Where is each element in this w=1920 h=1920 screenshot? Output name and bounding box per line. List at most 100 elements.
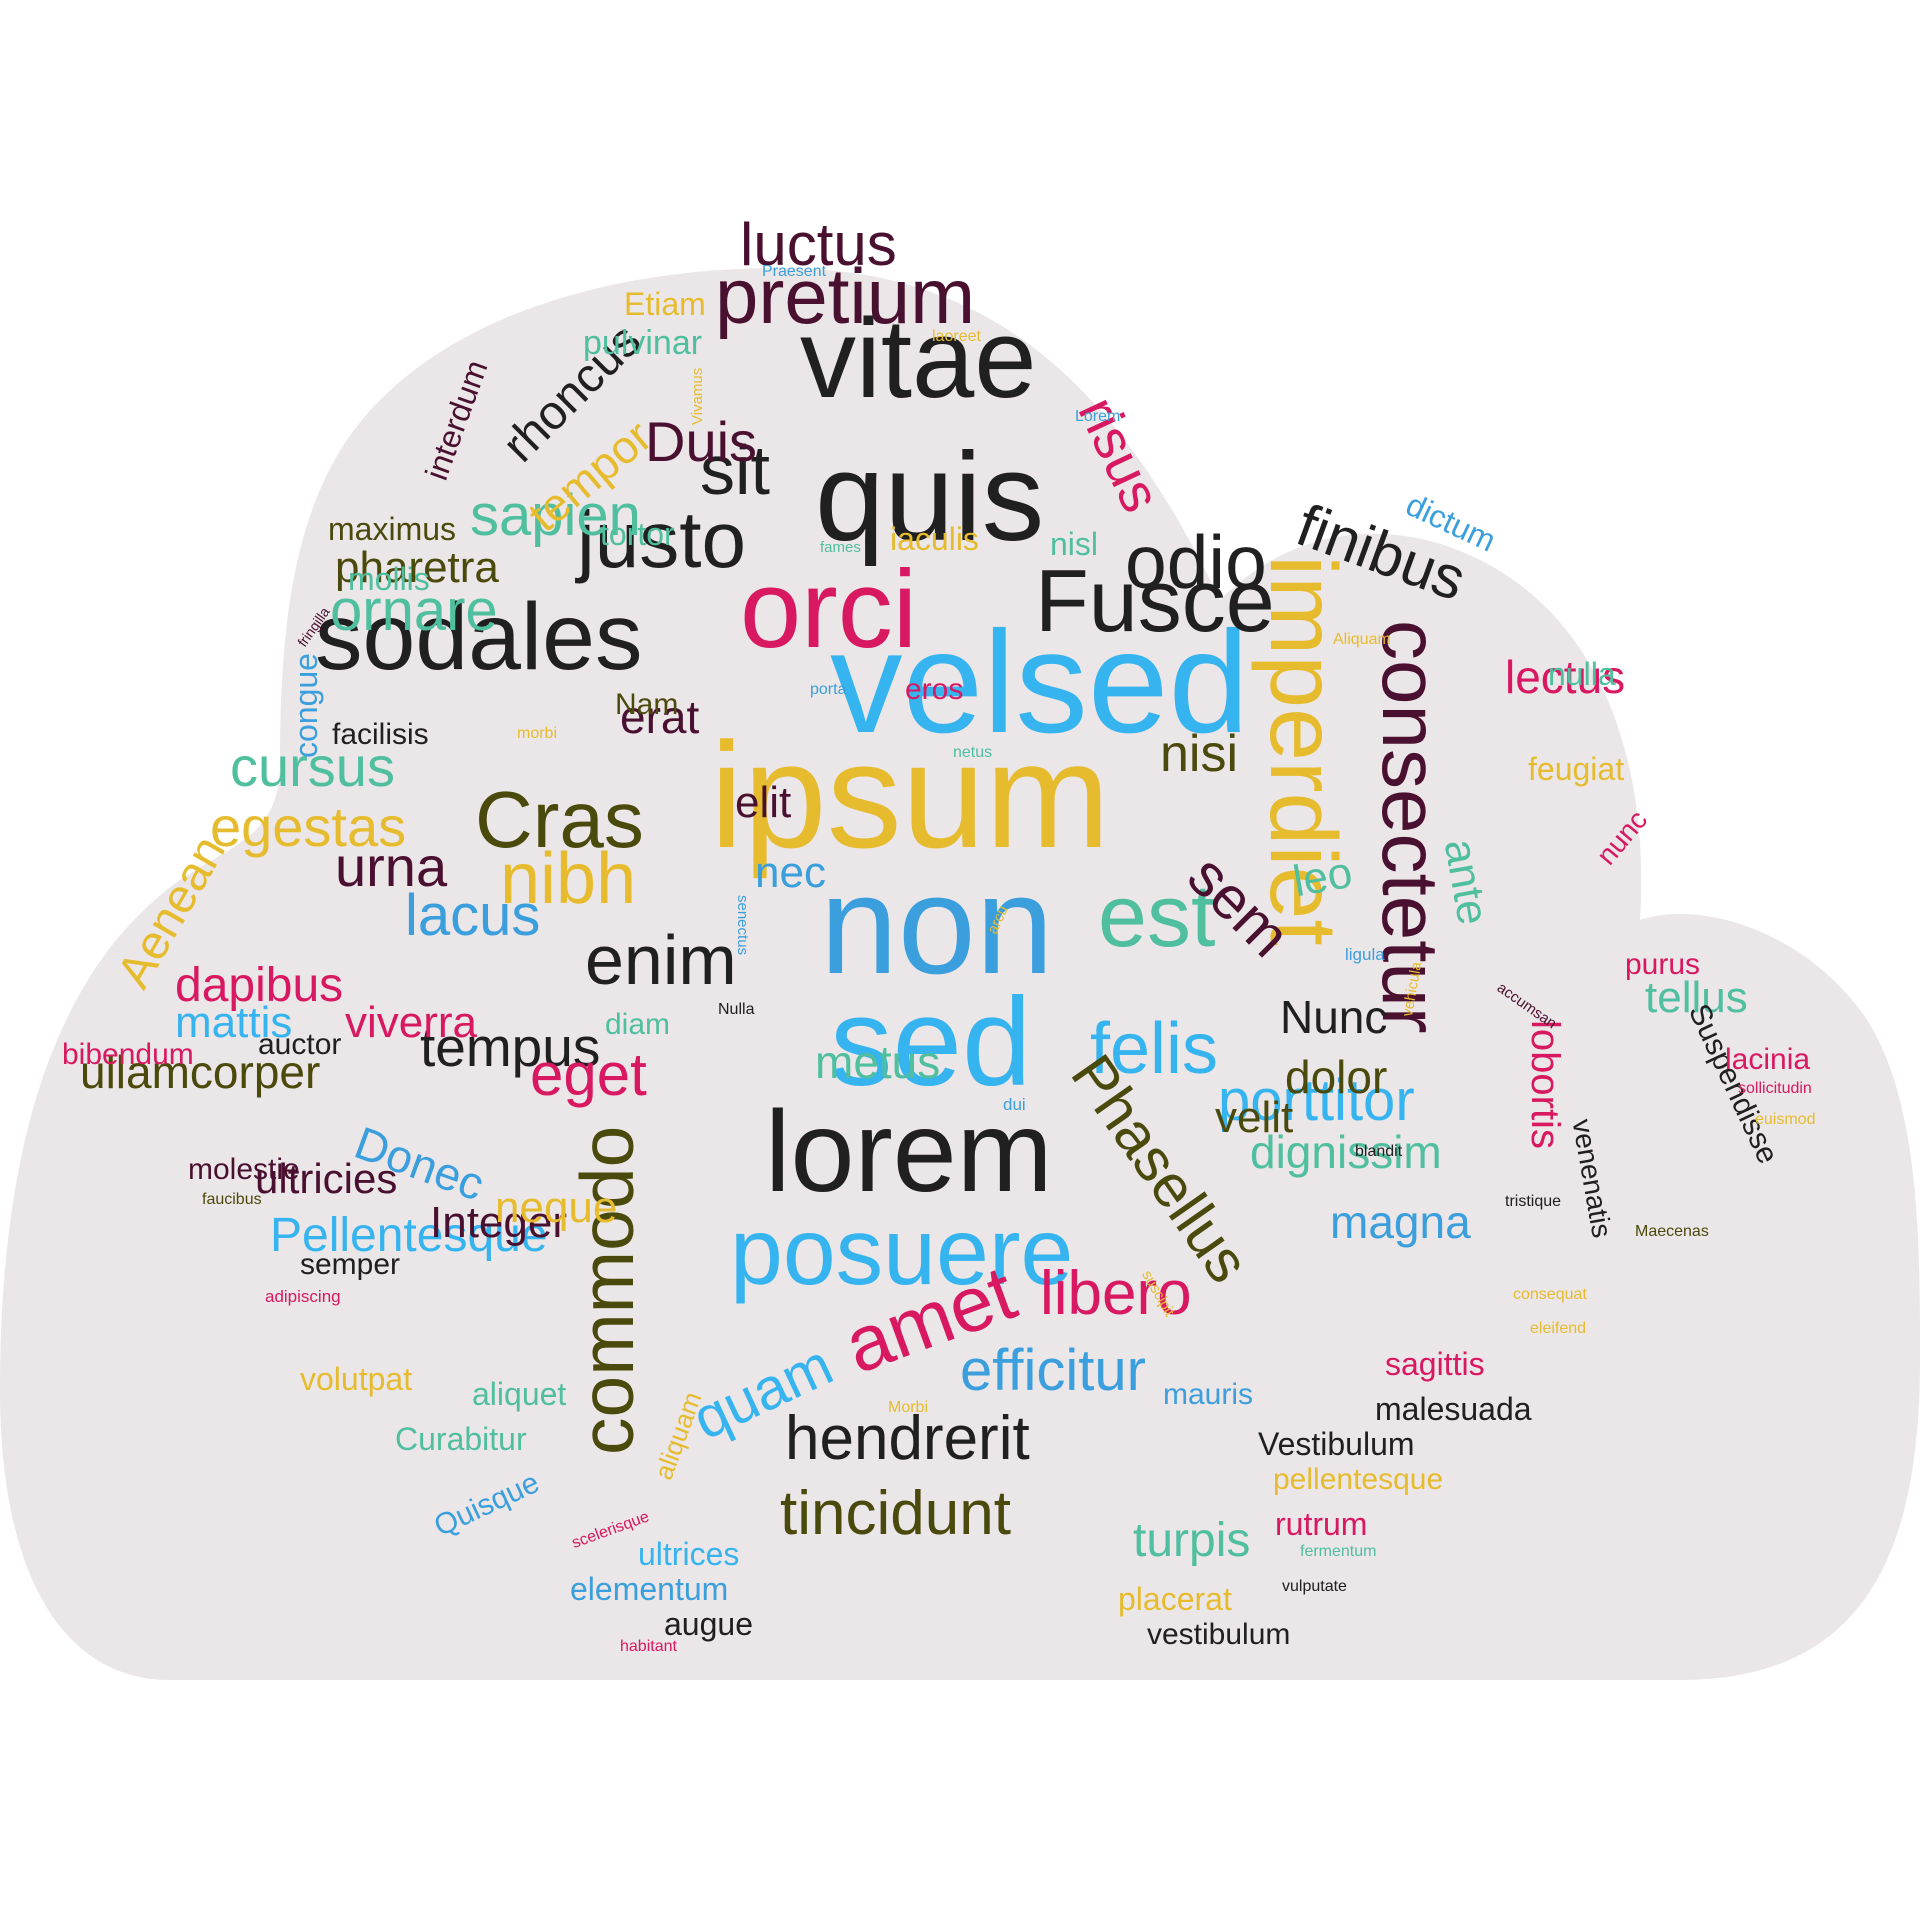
word-vulputate: vulputate <box>1282 1578 1347 1595</box>
word-mauris: mauris <box>1163 1378 1254 1411</box>
word-lectus: lectus <box>1505 651 1626 703</box>
word-cursus: cursus <box>230 735 395 798</box>
word-mollis: mollis <box>348 561 430 597</box>
word-sagittis: sagittis <box>1385 1346 1485 1382</box>
word-sed: sed <box>830 973 1032 1112</box>
word-felis: felis <box>1090 1009 1219 1089</box>
word-lacinia: lacinia <box>1725 1043 1811 1076</box>
word-sodales: sodales <box>315 584 643 690</box>
word-senectus: senectus <box>734 895 751 956</box>
word-nam: Nam <box>615 688 679 721</box>
word-venenatis: venenatis <box>1566 1116 1618 1241</box>
word-dignissim: dignissim <box>1250 1126 1442 1178</box>
word-lorem: lorem <box>765 1088 1053 1216</box>
word-leo: leo <box>1289 847 1356 907</box>
word-velsed: velsed <box>830 601 1250 763</box>
word-nibh: nibh <box>500 839 637 919</box>
word-faucibus: faucibus <box>202 1191 262 1208</box>
word-egestas: egestas <box>210 795 407 858</box>
word-posuere: posuere <box>730 1199 1074 1305</box>
word-libero: libero <box>1040 1259 1192 1328</box>
word-maecenas: Maecenas <box>1635 1223 1709 1240</box>
word-aliquam: Aliquam <box>1333 631 1391 648</box>
word-justo: justo <box>577 495 746 584</box>
word-etiam: Etiam <box>624 286 706 322</box>
word-tellus: tellus <box>1645 973 1748 1022</box>
word-curabitur: Curabitur <box>395 1421 527 1457</box>
word-semper: semper <box>300 1248 401 1281</box>
word-erat: erat <box>620 691 700 743</box>
word-consequat: consequat <box>1513 1286 1587 1303</box>
word-adipiscing: adipiscing <box>265 1287 341 1306</box>
word-viverra: viverra <box>345 998 478 1047</box>
word-elementum: elementum <box>570 1571 729 1607</box>
word-mattis: mattis <box>175 998 293 1047</box>
word-ultrices: ultrices <box>638 1536 740 1572</box>
word-sollicitudin: sollicitudin <box>1738 1080 1812 1097</box>
word-enim: enim <box>585 921 737 999</box>
cloud-outline <box>0 268 1920 1680</box>
word-metus: metus <box>815 1036 941 1088</box>
word-dolor: dolor <box>1285 1051 1388 1103</box>
word-auctor: auctor <box>258 1028 342 1061</box>
word-rutrum: rutrum <box>1275 1506 1368 1542</box>
word-lobortis: lobortis <box>1523 1020 1567 1149</box>
word-turpis: turpis <box>1133 1514 1251 1567</box>
word-luctus: luctus <box>740 211 897 278</box>
word-fermentum: fermentum <box>1300 1543 1377 1560</box>
word-fames: fames <box>820 539 861 556</box>
word-aliquam: aliquam <box>648 1387 708 1484</box>
word-nunc: nunc <box>1590 804 1654 871</box>
word-ornare: ornare <box>330 578 498 643</box>
word-augue: augue <box>664 1606 753 1642</box>
word-non: non <box>820 846 1054 1003</box>
word-vestibulum: Vestibulum <box>1258 1426 1415 1462</box>
word-habitant: habitant <box>620 1638 677 1655</box>
word-pharetra: pharetra <box>335 543 499 592</box>
word-urna: urna <box>335 835 448 898</box>
word-cras: Cras <box>475 775 644 864</box>
word-nisl: nisl <box>1050 526 1099 562</box>
word-velit: velit <box>1215 1093 1294 1142</box>
word-volutpat: volutpat <box>300 1361 413 1397</box>
word-tristique: tristique <box>1505 1193 1562 1210</box>
word-pellentesque: Pellentesque <box>270 1209 548 1262</box>
word-morbi: Morbi <box>888 1399 929 1416</box>
word-purus: purus <box>1625 948 1701 981</box>
word-netus: netus <box>953 744 993 761</box>
word-neque: neque <box>495 1183 618 1232</box>
word-lorem: Lorem <box>1075 408 1121 425</box>
word-est: est <box>1098 866 1216 965</box>
word-duis: Duis <box>645 410 758 473</box>
word-pulvinar: pulvinar <box>583 324 703 362</box>
word-tempus: tempus <box>420 1016 601 1078</box>
word-odio: odio <box>1125 520 1267 604</box>
word-lacus: lacus <box>405 883 541 948</box>
word-euismod: euismod <box>1755 1111 1816 1128</box>
word-commodo: commodo <box>565 1125 649 1455</box>
word-nulla: nulla <box>1548 656 1616 692</box>
word-vivamus: Vivamus <box>689 367 706 425</box>
word-quis: quis <box>815 428 1045 567</box>
word-dapibus: dapibus <box>175 959 344 1012</box>
word-tincidunt: tincidunt <box>780 1479 1011 1548</box>
word-aliquet: aliquet <box>472 1376 567 1412</box>
word-ligula: ligula <box>1345 945 1385 964</box>
word-malesuada: malesuada <box>1375 1391 1532 1427</box>
word-molestie: molestie <box>188 1153 300 1186</box>
word-nec: nec <box>755 848 826 897</box>
word-iaculis: iaculis <box>890 521 979 557</box>
word-congue: congue <box>288 653 324 758</box>
word-ipsum: ipsum <box>710 711 1111 879</box>
word-ullamcorper: ullamcorper <box>80 1046 321 1098</box>
word-efficitur: efficitur <box>960 1338 1146 1403</box>
word-hendrerit: hendrerit <box>785 1404 1030 1473</box>
word-pellentesque: pellentesque <box>1273 1463 1444 1496</box>
word-integer: Integer <box>430 1198 567 1247</box>
word-morbi: morbi <box>517 725 558 742</box>
word-facilisis: facilisis <box>332 718 429 751</box>
word-vestibulum: vestibulum <box>1147 1618 1291 1651</box>
word-fusce: Fusce <box>1035 551 1275 650</box>
